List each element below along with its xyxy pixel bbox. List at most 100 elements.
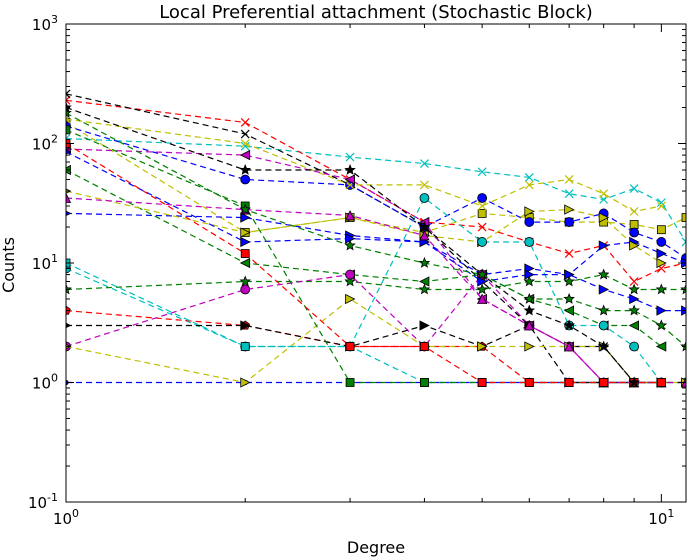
data-point (239, 275, 251, 287)
data-point (598, 212, 610, 223)
data-point (597, 304, 610, 316)
data-point (476, 293, 488, 304)
data-point (66, 106, 72, 118)
data-point (681, 237, 686, 247)
data-point (418, 256, 431, 268)
data-point (599, 189, 609, 199)
data-point (476, 268, 488, 280)
data-point (240, 284, 251, 295)
data-point (564, 249, 574, 258)
data-point (524, 237, 535, 247)
y-tick-label-exponent: 1 (51, 252, 58, 265)
data-point (419, 230, 430, 241)
data-point (477, 222, 487, 232)
y-tick-label: 101 (32, 252, 58, 273)
data-point (477, 167, 487, 177)
data-point (656, 257, 667, 269)
chart-title: Local Preferential attachment (Stochasti… (159, 2, 593, 23)
data-point (598, 240, 610, 251)
y-tick-label-exponent: -1 (47, 491, 58, 504)
data-point (628, 320, 640, 331)
x-tick-label: 101 (648, 507, 674, 528)
series-line (66, 262, 662, 384)
data-point (524, 269, 535, 280)
data-point (419, 193, 430, 203)
data-point (477, 237, 488, 247)
data-point (598, 320, 609, 331)
data-point (681, 213, 686, 222)
data-point (420, 378, 429, 387)
data-point (240, 141, 250, 151)
data-point (656, 198, 666, 208)
data-point (66, 192, 72, 203)
y-tick-label-base: 10 (32, 375, 51, 393)
series-line (66, 151, 686, 312)
y-tick-label-base: 10 (28, 494, 47, 512)
data-point (345, 269, 355, 280)
data-point (239, 257, 251, 269)
data-point (66, 89, 71, 99)
data-point (344, 239, 356, 251)
data-point (345, 342, 355, 351)
data-point (344, 163, 356, 175)
y-tick-label: 103 (32, 13, 58, 34)
data-point (240, 118, 250, 127)
data-point (655, 283, 668, 295)
data-point (523, 275, 536, 287)
y-tick-label: 100 (32, 372, 58, 393)
data-point (239, 149, 251, 161)
data-point (628, 304, 640, 316)
y-tick-label-exponent: 3 (51, 13, 58, 26)
data-point (629, 341, 640, 352)
series-23 (66, 106, 686, 352)
data-point (345, 152, 355, 162)
data-point (240, 139, 250, 148)
data-point (239, 163, 251, 175)
data-point (656, 225, 666, 235)
data-point (477, 276, 488, 287)
data-point (564, 378, 574, 387)
data-point (420, 180, 429, 190)
data-point (477, 201, 487, 211)
y-tick-label-base: 10 (32, 136, 51, 154)
data-point (240, 227, 251, 238)
series-line (66, 273, 662, 384)
y-tick-label: 102 (32, 133, 58, 154)
data-point (656, 201, 666, 211)
data-point (66, 149, 72, 155)
data-point (344, 174, 355, 185)
data-point (656, 305, 667, 316)
series-line (66, 129, 662, 384)
series-line (66, 169, 662, 347)
series-line (66, 118, 662, 213)
data-point (240, 174, 251, 185)
data-point (656, 378, 666, 387)
data-point (344, 275, 356, 287)
data-point (418, 283, 431, 295)
data-point (656, 248, 667, 259)
y-axis-label: Counts (0, 237, 18, 293)
data-point (240, 249, 250, 258)
data-point (564, 269, 575, 280)
x-tick-label: 100 (53, 507, 79, 528)
data-point (563, 341, 575, 352)
data-point (598, 284, 610, 295)
data-point (240, 342, 250, 351)
data-point (420, 342, 429, 351)
x-tick-label-base: 10 (648, 510, 667, 528)
data-point (629, 277, 639, 286)
data-point (66, 125, 71, 135)
data-point (564, 204, 575, 215)
data-point (240, 236, 251, 248)
x-axis-label: Degree (347, 538, 405, 557)
data-point (477, 378, 487, 387)
data-point (419, 320, 430, 331)
data-point (655, 319, 668, 331)
data-point (629, 240, 640, 251)
data-point (629, 184, 639, 193)
series-line (66, 190, 662, 264)
data-point (597, 268, 610, 280)
